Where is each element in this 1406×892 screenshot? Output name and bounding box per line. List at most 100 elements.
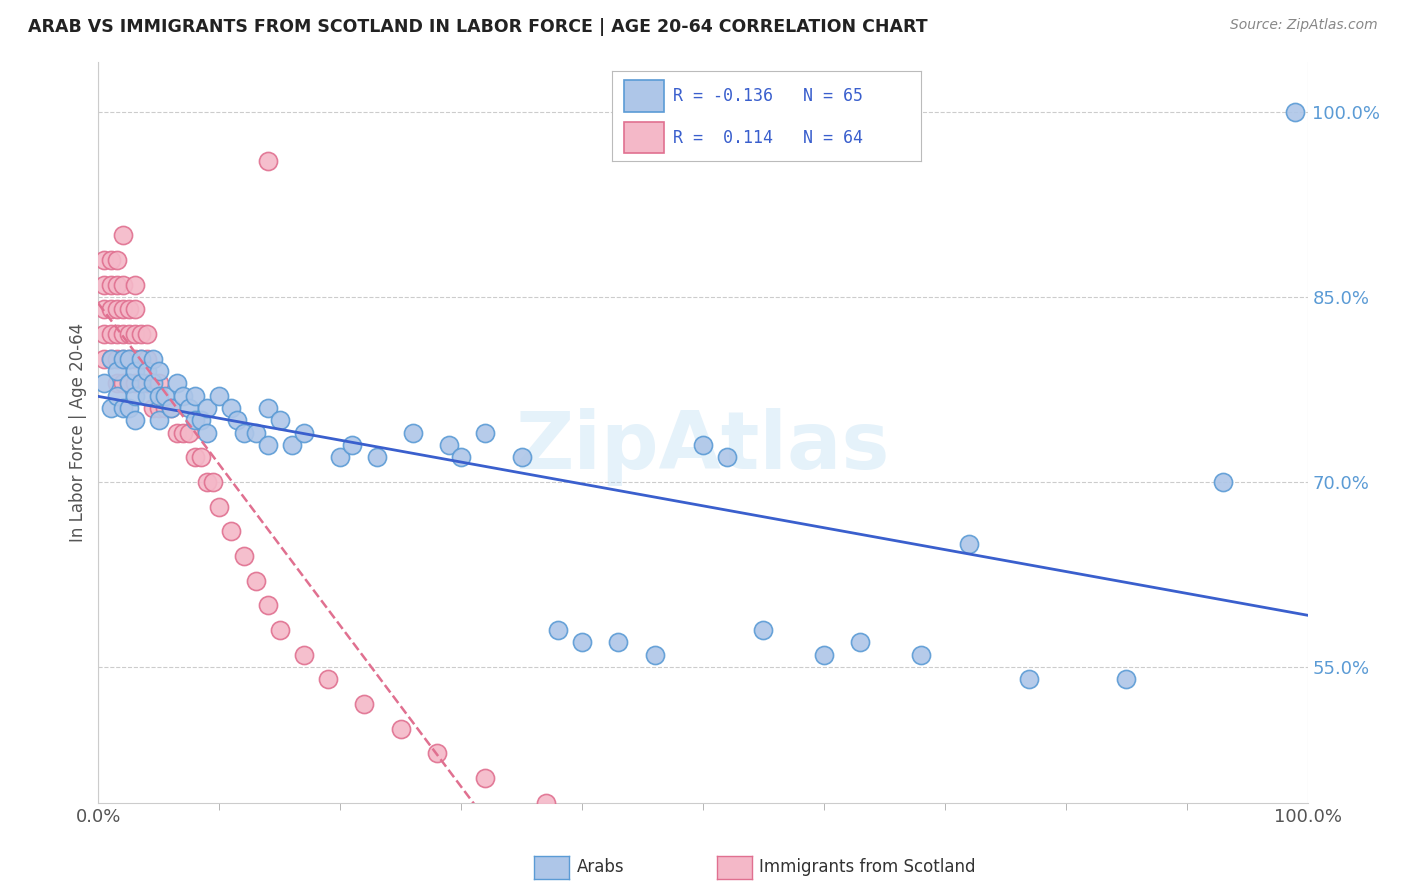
- Text: Arabs: Arabs: [576, 858, 624, 877]
- Point: [166, 425, 188, 440]
- Point: [111, 351, 134, 366]
- Point: [160, 401, 183, 415]
- Point: [208, 500, 231, 514]
- FancyBboxPatch shape: [624, 122, 664, 153]
- Point: [100, 302, 122, 317]
- Point: [111, 277, 134, 292]
- Point: [111, 401, 134, 415]
- Point: [93, 326, 115, 341]
- Text: Immigrants from Scotland: Immigrants from Scotland: [759, 858, 976, 877]
- Text: R =  0.114   N = 64: R = 0.114 N = 64: [673, 128, 863, 147]
- Point: [292, 648, 315, 662]
- Point: [129, 351, 152, 366]
- Point: [1018, 673, 1040, 687]
- Point: [105, 277, 128, 292]
- Point: [221, 524, 243, 539]
- Point: [118, 401, 141, 415]
- Point: [245, 574, 267, 588]
- Point: [716, 450, 738, 465]
- Point: [534, 796, 557, 810]
- Point: [129, 376, 152, 391]
- Point: [190, 413, 212, 427]
- Point: [148, 401, 170, 415]
- Point: [124, 302, 146, 317]
- Point: [111, 228, 134, 243]
- Point: [510, 450, 533, 465]
- Point: [342, 438, 364, 452]
- Point: [111, 351, 134, 366]
- Point: [232, 549, 254, 563]
- Point: [135, 389, 157, 403]
- Y-axis label: In Labor Force | Age 20-64: In Labor Force | Age 20-64: [69, 323, 87, 542]
- Point: [124, 351, 146, 366]
- Point: [292, 425, 315, 440]
- Point: [148, 376, 170, 391]
- Point: [135, 351, 157, 366]
- Point: [148, 389, 170, 403]
- Point: [142, 376, 165, 391]
- FancyBboxPatch shape: [624, 80, 664, 112]
- Point: [105, 364, 128, 378]
- Point: [269, 413, 291, 427]
- Point: [135, 376, 157, 391]
- Point: [256, 154, 278, 169]
- Point: [256, 599, 278, 613]
- Point: [93, 376, 115, 391]
- Point: [1284, 104, 1306, 119]
- Point: [135, 326, 157, 341]
- Point: [437, 438, 460, 452]
- Point: [184, 413, 207, 427]
- Point: [752, 623, 775, 637]
- Point: [129, 376, 152, 391]
- Point: [124, 326, 146, 341]
- Point: [124, 389, 146, 403]
- Point: [226, 413, 249, 427]
- Point: [142, 351, 165, 366]
- Point: [153, 389, 176, 403]
- Point: [256, 401, 278, 415]
- Point: [1115, 673, 1137, 687]
- Point: [450, 450, 472, 465]
- Point: [208, 389, 231, 403]
- Point: [93, 351, 115, 366]
- Point: [269, 623, 291, 637]
- Point: [353, 697, 375, 711]
- Point: [957, 537, 980, 551]
- Point: [148, 364, 170, 378]
- Point: [93, 302, 115, 317]
- Point: [474, 425, 496, 440]
- Point: [692, 438, 714, 452]
- Point: [256, 438, 278, 452]
- Point: [105, 376, 128, 391]
- Point: [195, 425, 218, 440]
- Point: [179, 425, 201, 440]
- Point: [474, 771, 496, 785]
- Point: [105, 252, 128, 267]
- Point: [100, 252, 122, 267]
- Point: [124, 364, 146, 378]
- Point: [118, 302, 141, 317]
- Text: ARAB VS IMMIGRANTS FROM SCOTLAND IN LABOR FORCE | AGE 20-64 CORRELATION CHART: ARAB VS IMMIGRANTS FROM SCOTLAND IN LABO…: [28, 18, 928, 36]
- Point: [571, 635, 593, 649]
- Point: [118, 326, 141, 341]
- Point: [184, 389, 207, 403]
- Point: [172, 425, 194, 440]
- Point: [111, 376, 134, 391]
- Point: [184, 450, 207, 465]
- Point: [118, 351, 141, 366]
- Point: [93, 252, 115, 267]
- Text: R = -0.136   N = 65: R = -0.136 N = 65: [673, 87, 863, 105]
- Point: [142, 376, 165, 391]
- Point: [105, 389, 128, 403]
- Point: [153, 401, 176, 415]
- Point: [190, 450, 212, 465]
- Point: [910, 648, 932, 662]
- Point: [179, 401, 201, 415]
- Point: [105, 302, 128, 317]
- Point: [202, 475, 225, 489]
- Point: [124, 376, 146, 391]
- Point: [366, 450, 388, 465]
- Point: [160, 401, 183, 415]
- Point: [316, 673, 339, 687]
- Point: [172, 389, 194, 403]
